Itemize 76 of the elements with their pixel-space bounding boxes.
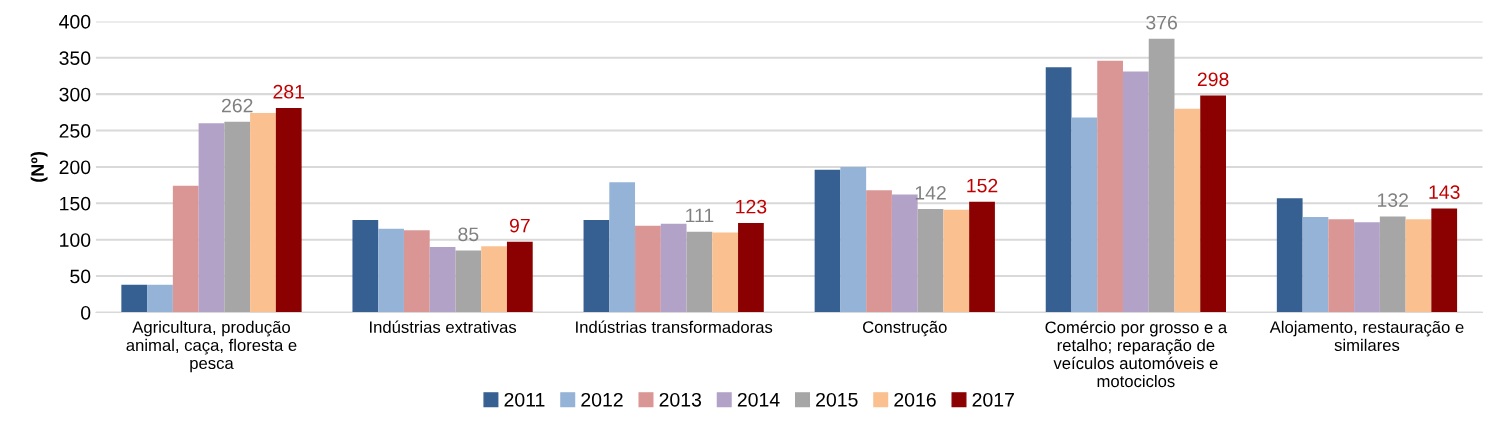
data-label: 376 xyxy=(1146,15,1177,30)
y-tick-label: 100 xyxy=(60,233,91,247)
bar xyxy=(352,220,379,313)
y-axis-title: (Nº) xyxy=(30,151,48,182)
bar xyxy=(198,123,225,313)
bar xyxy=(686,231,713,313)
bar xyxy=(969,201,995,313)
bar xyxy=(1097,60,1123,313)
data-label: 132 xyxy=(1377,193,1408,207)
bar xyxy=(1379,216,1406,313)
bar xyxy=(583,220,610,313)
data-label: 152 xyxy=(967,178,998,193)
bar xyxy=(1045,67,1072,313)
bar xyxy=(1071,117,1098,313)
bar xyxy=(1302,217,1329,313)
bar xyxy=(635,225,661,313)
bar xyxy=(712,232,739,313)
legend-label: 2014 xyxy=(737,392,780,407)
legend-label: 2012 xyxy=(581,392,623,407)
bar xyxy=(224,121,251,313)
bar xyxy=(917,209,944,313)
bar xyxy=(1354,222,1380,313)
bar xyxy=(147,284,173,313)
legend-label: 2017 xyxy=(972,392,1014,407)
data-label: 142 xyxy=(915,185,946,200)
y-tick-label: 50 xyxy=(70,269,91,284)
data-label: 111 xyxy=(686,208,714,223)
bar xyxy=(1431,208,1458,313)
bar xyxy=(1328,219,1355,313)
x-tick-label: Indústrias extrativas xyxy=(370,320,517,334)
bar xyxy=(1122,71,1149,313)
legend-label: 2015 xyxy=(816,392,858,407)
bar xyxy=(275,107,302,313)
bar xyxy=(609,182,636,313)
data-label: 262 xyxy=(221,98,253,113)
data-label: 97 xyxy=(509,218,530,233)
x-tick-label: Alojamento, restauração e similares xyxy=(1269,320,1464,352)
bar xyxy=(250,113,276,313)
bar xyxy=(429,246,456,313)
bar xyxy=(1174,108,1201,313)
bar xyxy=(1405,219,1432,313)
x-tick-label: Indústrias transformadoras xyxy=(576,320,773,334)
bar xyxy=(660,223,687,313)
y-tick-label: 400 xyxy=(59,14,91,29)
bar xyxy=(172,185,199,313)
legend-label: 2011 xyxy=(504,392,545,407)
bar xyxy=(455,250,482,313)
x-tick-label: Comércio por grosso e a retalho; reparação de veículos automóveis e motociclos xyxy=(1045,320,1228,388)
legend-label: 2013 xyxy=(659,392,702,407)
bar xyxy=(814,169,841,313)
y-tick-label: 300 xyxy=(59,87,91,102)
x-tick-label: Agricultura, produção animal, caça, floresta e pesca xyxy=(126,320,297,373)
x-tick-label: Construção xyxy=(863,320,947,337)
data-label: 298 xyxy=(1197,72,1229,87)
data-label: 85 xyxy=(458,227,479,242)
legend-label: 2016 xyxy=(894,392,936,407)
bar xyxy=(403,230,430,313)
data-label: 281 xyxy=(273,84,305,99)
bar xyxy=(943,209,970,313)
data-label: 123 xyxy=(736,199,767,214)
y-tick-label: 200 xyxy=(59,160,91,175)
y-tick-label: 0 xyxy=(81,305,91,320)
bar xyxy=(378,228,404,313)
data-label: 143 xyxy=(1429,185,1460,199)
bar xyxy=(506,241,533,313)
bar xyxy=(1148,38,1175,313)
bar xyxy=(738,222,764,313)
bar xyxy=(121,284,148,313)
bar xyxy=(840,166,867,313)
bar xyxy=(1200,95,1226,313)
y-tick-label: 150 xyxy=(60,196,91,211)
bar xyxy=(866,190,892,313)
bar xyxy=(481,246,507,313)
y-tick-label: 350 xyxy=(59,51,91,66)
y-tick-label: 250 xyxy=(59,124,91,138)
bar xyxy=(1276,198,1303,313)
